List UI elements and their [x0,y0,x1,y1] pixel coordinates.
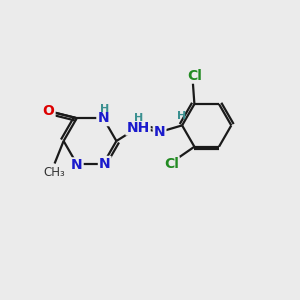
Text: N: N [71,158,82,172]
Text: Cl: Cl [187,69,202,82]
Text: Cl: Cl [164,157,179,171]
Text: NH: NH [126,121,150,134]
Text: N: N [98,111,109,125]
Text: N: N [154,125,165,139]
Text: CH₃: CH₃ [43,166,65,179]
Text: O: O [43,104,55,118]
Text: H: H [134,112,143,123]
Text: H: H [178,111,187,122]
Text: N: N [99,157,110,171]
Text: H: H [100,103,109,113]
